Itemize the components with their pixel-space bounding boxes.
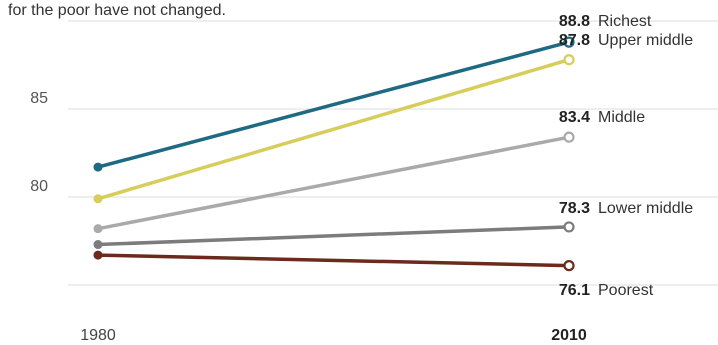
start-point bbox=[93, 224, 103, 234]
value-label: 83.4 bbox=[559, 109, 590, 126]
value-label: 87.8 bbox=[559, 32, 590, 49]
series-name-label: Lower middle bbox=[598, 200, 693, 217]
x-axis-ticks: 1980 2010 bbox=[80, 327, 587, 344]
end-point bbox=[563, 221, 575, 233]
end-point bbox=[563, 36, 575, 48]
end-point bbox=[563, 54, 575, 66]
series-lines bbox=[93, 36, 575, 272]
series-name-label: Richest bbox=[598, 13, 652, 30]
series-labels: 88.8 Richest 87.8 Upper middle 83.4 Middle 78.… bbox=[559, 13, 693, 299]
series-line bbox=[96, 57, 571, 201]
start-point bbox=[93, 250, 103, 260]
end-point bbox=[563, 131, 575, 143]
series-name-label: Poorest bbox=[598, 282, 654, 299]
value-label: 78.3 bbox=[559, 200, 590, 217]
series-line bbox=[96, 225, 571, 247]
value-label: 76.1 bbox=[559, 282, 590, 299]
y-tick-label: 80 bbox=[30, 178, 48, 195]
series-name-label: Upper middle bbox=[598, 32, 693, 49]
chart-subtitle: for the poor have not changed. bbox=[8, 2, 226, 19]
start-point bbox=[93, 240, 103, 250]
series-name-label: Middle bbox=[598, 109, 645, 126]
y-tick-label: 85 bbox=[30, 90, 48, 107]
series-line bbox=[96, 253, 571, 268]
value-label: 88.8 bbox=[559, 13, 590, 30]
start-point bbox=[93, 162, 103, 172]
x-tick-label: 1980 bbox=[80, 327, 116, 344]
series-line bbox=[96, 40, 571, 169]
series-line bbox=[96, 135, 571, 231]
start-point bbox=[93, 194, 103, 204]
end-point bbox=[563, 260, 575, 272]
x-tick-label: 2010 bbox=[551, 327, 587, 344]
y-axis-ticks: 80 85 bbox=[30, 90, 48, 195]
gridlines bbox=[68, 20, 718, 286]
